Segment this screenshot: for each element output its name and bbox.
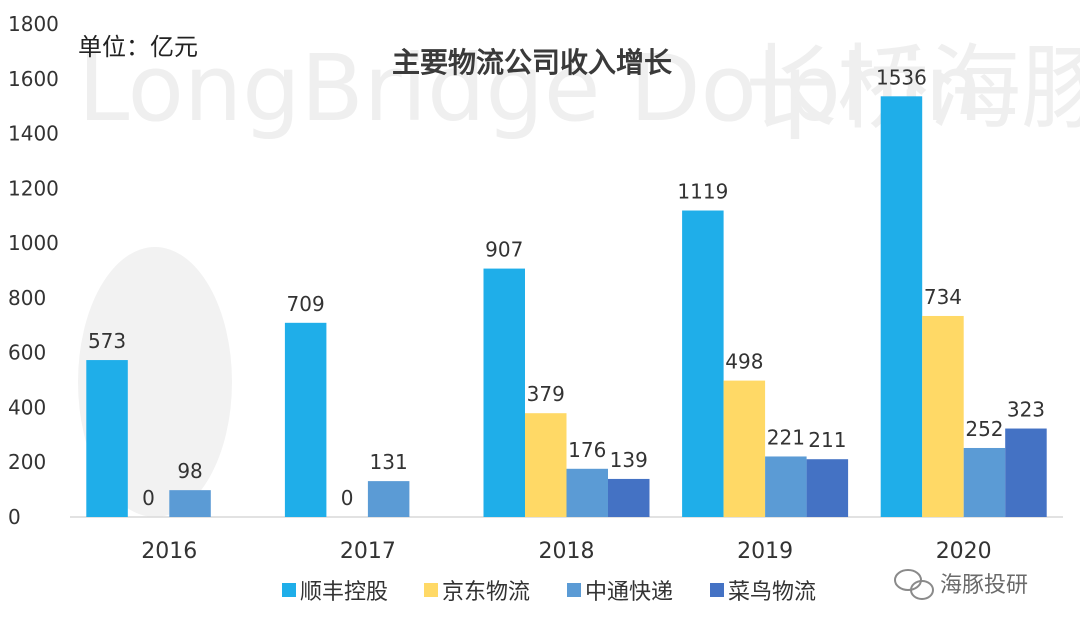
data-label: 907 bbox=[485, 238, 523, 262]
y-tick-label: 1800 bbox=[8, 12, 59, 36]
bar-4 bbox=[1005, 428, 1047, 517]
data-label: 221 bbox=[767, 425, 805, 449]
data-label: 498 bbox=[725, 350, 763, 374]
data-label: 1536 bbox=[876, 65, 927, 89]
credit: 海豚投研 bbox=[894, 569, 1028, 600]
bar-2 bbox=[723, 380, 766, 517]
legend: 顺丰控股 京东物流 中通快递 菜鸟物流 bbox=[282, 580, 816, 605]
data-label: 1119 bbox=[677, 180, 728, 204]
bar-3 bbox=[566, 468, 608, 517]
bar-1 bbox=[284, 322, 327, 517]
bar-4 bbox=[608, 478, 650, 517]
data-label: 0 bbox=[341, 486, 354, 510]
data-label: 709 bbox=[287, 292, 325, 316]
x-axis: 2016 2017 2018 2019 2020 bbox=[141, 539, 991, 564]
y-tick-label: 400 bbox=[8, 395, 46, 419]
bar-1 bbox=[682, 210, 724, 518]
unit-label: 单位：亿元 bbox=[78, 33, 198, 61]
y-tick-label: 0 bbox=[8, 505, 21, 529]
watermark-english: LongBridge Dolphin bbox=[78, 35, 983, 142]
legend-label: 中通快递 bbox=[585, 580, 673, 605]
bar-1 bbox=[86, 360, 128, 517]
x-tick-label: 2017 bbox=[340, 539, 396, 564]
chart-title: 主要物流公司收入增长 bbox=[392, 46, 672, 79]
data-label: 734 bbox=[924, 285, 962, 309]
bar-3 bbox=[765, 456, 807, 517]
legend-swatch bbox=[710, 583, 724, 597]
wechat-icon bbox=[894, 569, 934, 600]
legend-swatch bbox=[567, 583, 581, 597]
legend-label: 菜鸟物流 bbox=[728, 580, 816, 605]
credit-text: 海豚投研 bbox=[940, 573, 1028, 598]
y-axis: 0 200 400 600 800 1000 1200 1400 1600 1800 bbox=[8, 12, 59, 529]
y-tick-label: 1200 bbox=[8, 176, 59, 200]
y-tick-label: 1000 bbox=[8, 231, 59, 255]
bar-2 bbox=[922, 315, 964, 517]
y-tick-label: 200 bbox=[8, 450, 46, 474]
data-label: 0 bbox=[142, 486, 155, 510]
data-label: 98 bbox=[177, 459, 202, 483]
data-label: 323 bbox=[1007, 398, 1045, 422]
x-tick-label: 2018 bbox=[539, 539, 595, 564]
legend-label: 顺丰控股 bbox=[300, 580, 388, 605]
data-label: 211 bbox=[808, 428, 846, 452]
bar-4 bbox=[806, 459, 849, 517]
y-tick-label: 1600 bbox=[8, 67, 59, 91]
y-tick-label: 800 bbox=[8, 286, 46, 310]
bar-1 bbox=[880, 96, 923, 517]
data-label: 131 bbox=[370, 450, 408, 474]
legend-label: 京东物流 bbox=[442, 580, 530, 605]
x-tick-label: 2019 bbox=[737, 539, 793, 564]
data-label: 573 bbox=[88, 329, 126, 353]
data-label: 176 bbox=[568, 438, 606, 462]
bar-3 bbox=[963, 447, 1006, 517]
data-label: 252 bbox=[965, 417, 1003, 441]
x-tick-label: 2020 bbox=[936, 539, 992, 564]
bar-3 bbox=[169, 490, 211, 517]
bars: 573 0 98 709 0 131 907 379 176 139 1119 498 221 211 15… bbox=[86, 65, 1047, 518]
legend-swatch bbox=[424, 583, 438, 597]
bar-2 bbox=[525, 413, 567, 517]
data-label: 139 bbox=[610, 448, 648, 472]
bar-1 bbox=[483, 268, 525, 517]
y-tick-label: 1400 bbox=[8, 122, 59, 146]
x-tick-label: 2016 bbox=[141, 539, 197, 564]
y-tick-label: 600 bbox=[8, 341, 46, 365]
bar-3 bbox=[367, 481, 410, 517]
legend-swatch bbox=[282, 583, 296, 597]
data-label: 379 bbox=[527, 382, 565, 406]
